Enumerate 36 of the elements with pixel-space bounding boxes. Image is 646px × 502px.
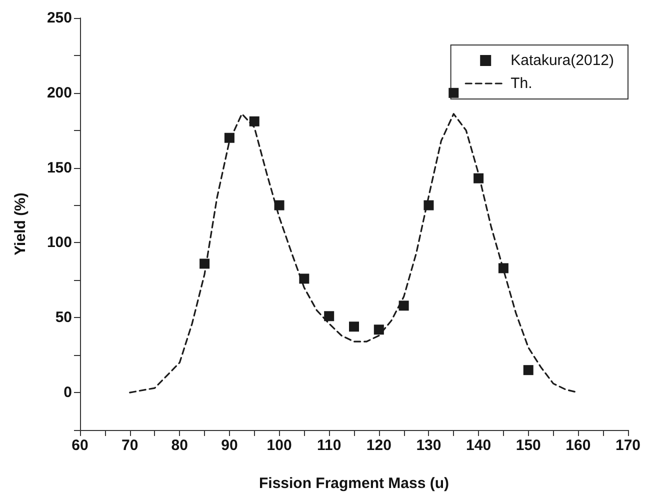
point [374, 324, 384, 335]
x-tick-label: 90 [221, 437, 238, 454]
y-tick-label: 200 [46, 84, 72, 102]
x-tick-label: 160 [566, 437, 591, 454]
x-tick-label: 130 [416, 437, 442, 454]
x-tick-label: 70 [121, 437, 138, 454]
point [299, 274, 310, 284]
x-tick-label: 120 [366, 437, 392, 454]
point [224, 132, 234, 143]
x-axis-title: Fission Fragment Mass (u) [258, 475, 450, 492]
y-tick-label: 250 [46, 10, 72, 26]
x-tick-label: 80 [171, 437, 188, 454]
point [398, 300, 409, 311]
legend-label: Th. [510, 75, 532, 92]
y-tick-label: 100 [46, 234, 72, 252]
point [274, 200, 284, 210]
point [200, 258, 210, 269]
point [249, 116, 260, 126]
point [523, 365, 534, 376]
x-tick-label: 150 [516, 437, 541, 454]
x-tick-label: 140 [466, 437, 492, 454]
y-tick-label: 50 [55, 309, 72, 326]
point [349, 322, 359, 332]
x-tick-label: 100 [266, 437, 292, 454]
legend-label: Katakura(2012) [510, 52, 614, 69]
y-axis-title: Yield (%) [12, 192, 29, 256]
point [324, 311, 334, 322]
point [424, 200, 434, 210]
x-tick-label: 60 [72, 437, 88, 454]
point [448, 88, 459, 98]
x-tick-label: 110 [316, 437, 342, 454]
x-tick-label: 170 [615, 437, 641, 454]
point [498, 263, 508, 274]
y-tick-label: 150 [46, 159, 72, 176]
point [474, 173, 484, 184]
y-tick-label: 0 [64, 384, 72, 402]
